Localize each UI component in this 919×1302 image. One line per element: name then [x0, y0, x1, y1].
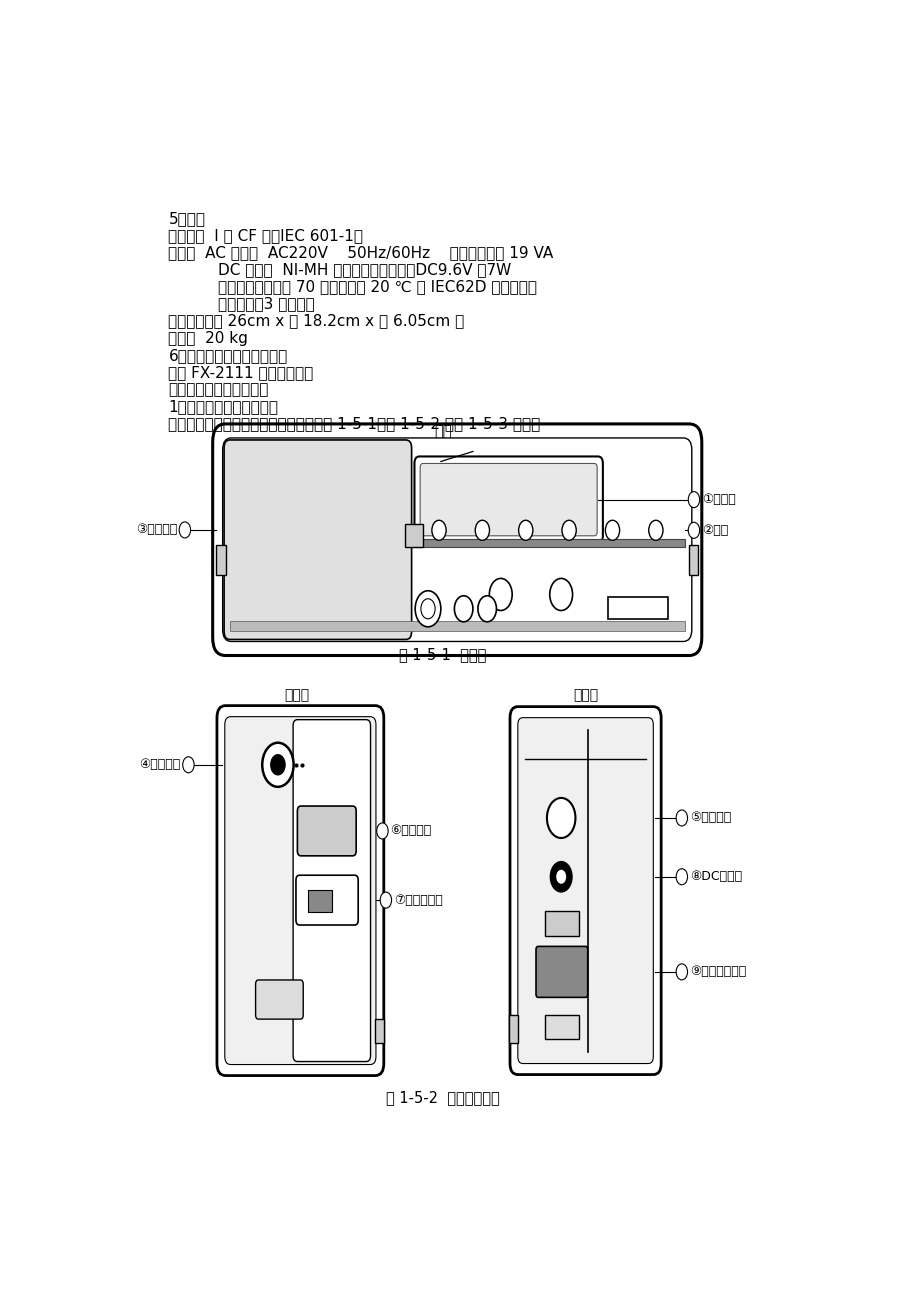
Bar — [688, 544, 698, 575]
Text: 电源：  AC 电源：  AC220V    50Hz/60Hz    最大消耗电力 19 VA: 电源： AC 电源： AC220V 50Hz/60Hz 最大消耗电力 19 VA — [168, 246, 553, 260]
Text: ⑧DC输入端: ⑧DC输入端 — [689, 870, 741, 883]
FancyBboxPatch shape — [536, 947, 587, 997]
Circle shape — [179, 522, 190, 538]
Bar — [404, 525, 423, 547]
Circle shape — [675, 868, 686, 885]
Text: ⑥电源插座: ⑥电源插座 — [390, 824, 431, 837]
Circle shape — [648, 521, 663, 540]
Text: 安全性：  I 类 CF 型（IEC 601-1）: 安全性： I 类 CF 型（IEC 601-1） — [168, 228, 363, 243]
Circle shape — [475, 521, 489, 540]
FancyBboxPatch shape — [212, 424, 701, 655]
Circle shape — [477, 596, 496, 622]
Text: ④接地端子: ④接地端子 — [139, 758, 180, 771]
Bar — [508, 1016, 517, 1043]
Text: （同 FX-2111 型心电图机）: （同 FX-2111 型心电图机） — [168, 365, 313, 380]
Circle shape — [687, 522, 698, 538]
Circle shape — [414, 591, 440, 626]
FancyBboxPatch shape — [296, 875, 357, 924]
FancyBboxPatch shape — [509, 707, 661, 1074]
FancyBboxPatch shape — [224, 440, 411, 639]
FancyBboxPatch shape — [517, 717, 652, 1064]
Text: ⑤串行接口: ⑤串行接口 — [689, 811, 730, 824]
Circle shape — [675, 810, 686, 825]
Circle shape — [675, 963, 686, 980]
Bar — [375, 1018, 383, 1043]
Text: 充电时间：3 小时以内: 充电时间：3 小时以内 — [218, 297, 315, 311]
Text: 1．正面、左右侧面、背面: 1．正面、左右侧面、背面 — [168, 398, 278, 414]
Circle shape — [270, 755, 285, 775]
Text: 本机的正面、左右侧面、背面的结构如图 1-5-1、图 1-5-2 及图 1-5-3 所示。: 本机的正面、左右侧面、背面的结构如图 1-5-1、图 1-5-2 及图 1-5-… — [168, 415, 540, 431]
Text: 6．使用、储运及保管环境：: 6．使用、储运及保管环境： — [168, 348, 288, 363]
Circle shape — [562, 521, 575, 540]
Text: ⑨导联输入插座: ⑨导联输入插座 — [689, 965, 745, 978]
FancyBboxPatch shape — [414, 457, 602, 543]
Text: 重量：  20 kg: 重量： 20 kg — [168, 331, 248, 346]
FancyBboxPatch shape — [224, 716, 376, 1065]
Circle shape — [546, 798, 574, 838]
Bar — [216, 544, 225, 575]
Circle shape — [489, 578, 512, 611]
Bar — [544, 1016, 578, 1039]
Text: 右侧面: 右侧面 — [573, 689, 597, 703]
Bar — [410, 539, 684, 547]
Circle shape — [550, 578, 572, 611]
Circle shape — [687, 492, 698, 508]
Circle shape — [605, 521, 619, 540]
Circle shape — [376, 823, 388, 838]
Circle shape — [550, 862, 572, 892]
FancyBboxPatch shape — [297, 806, 356, 855]
Bar — [308, 891, 332, 911]
Bar — [230, 621, 684, 631]
Text: 正面: 正面 — [434, 424, 451, 439]
Circle shape — [518, 521, 532, 540]
FancyBboxPatch shape — [293, 720, 370, 1061]
Text: 外形尺寸：长 26cm x 宽 18.2cm x 高 6.05cm 。: 外形尺寸：长 26cm x 宽 18.2cm x 高 6.05cm 。 — [168, 314, 464, 328]
Text: 图 1-5-2  左／右侧面图: 图 1-5-2 左／右侧面图 — [386, 1091, 499, 1105]
Text: 连续使用时间：约 70 分钟（根据 20 ℃ 、 IEC62D 试验方法）: 连续使用时间：约 70 分钟（根据 20 ℃ 、 IEC62D 试验方法） — [218, 280, 537, 294]
FancyBboxPatch shape — [217, 706, 383, 1075]
FancyBboxPatch shape — [420, 464, 596, 536]
Circle shape — [183, 756, 194, 773]
Bar — [544, 911, 578, 936]
Circle shape — [431, 521, 446, 540]
Text: ①显示器: ①显示器 — [701, 493, 735, 506]
Circle shape — [454, 596, 472, 622]
Text: ③记录纸盒: ③记录纸盒 — [136, 523, 176, 536]
Text: 二、各部分的名称及动作: 二、各部分的名称及动作 — [168, 381, 268, 397]
Text: DC 电源：  NI-MH 电池规格：充电式、DC9.6V 、7W: DC 电源： NI-MH 电池规格：充电式、DC9.6V 、7W — [218, 263, 511, 277]
Text: 图 1-5-1  正面图: 图 1-5-1 正面图 — [399, 647, 486, 663]
Text: ②键盘: ②键盘 — [701, 523, 727, 536]
Bar — [607, 596, 667, 618]
FancyBboxPatch shape — [255, 980, 303, 1019]
Text: ⑦主电源开关: ⑦主电源开关 — [393, 893, 442, 906]
FancyBboxPatch shape — [222, 437, 691, 642]
Circle shape — [420, 599, 435, 618]
Circle shape — [262, 742, 293, 786]
Circle shape — [380, 892, 391, 907]
Text: 5．主机: 5．主机 — [168, 211, 205, 227]
Text: 左侧面: 左侧面 — [284, 689, 309, 703]
Circle shape — [556, 870, 565, 884]
